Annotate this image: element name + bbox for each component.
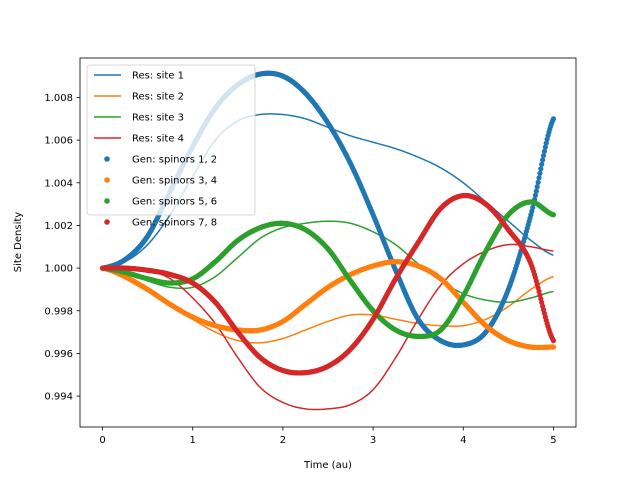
series-gen-spinors-3-4 [99, 259, 557, 351]
legend-box [86, 64, 256, 216]
legend-label: Gen: spinors 1, 2 [132, 155, 217, 166]
data-point [550, 212, 557, 218]
data-point [538, 166, 544, 172]
data-point [533, 188, 539, 194]
y-tick-label: 1.006 [44, 136, 73, 147]
data-point [532, 192, 539, 198]
axes-frame [79, 57, 577, 428]
x-tick-label: 1 [190, 435, 196, 446]
y-tick-label: 1.004 [44, 178, 73, 189]
legend-label: Res: site 4 [132, 134, 184, 145]
x-tick-label: 5 [550, 435, 556, 446]
legend-item-gen-spinors-3-4: Gen: spinors 3, 4 [104, 176, 217, 187]
y-tick-label: 1.008 [44, 93, 73, 104]
data-point [530, 204, 536, 211]
data-point [541, 148, 548, 154]
legend-label: Res: site 1 [132, 71, 184, 82]
x-tick-label: 2 [280, 435, 286, 446]
legend-dot-marker [104, 198, 110, 204]
legend: Res: site 1 Res: site 2 Res: site 3 Res: si… [86, 64, 256, 229]
legend-item-gen-spinors-7-8: Gen: spinors 7, 8 [104, 218, 217, 229]
data-point [550, 116, 557, 122]
data-point [539, 161, 545, 167]
legend-label: Gen: spinors 7, 8 [132, 218, 217, 229]
legend-item-gen-spinors-1-2: Gen: spinors 1, 2 [104, 155, 217, 166]
ticks-layer: 0 1 2 3 4 5 0.994 0.996 0.998 1.000 1.002 1.004 1.00… [44, 93, 556, 446]
data-point [537, 170, 543, 176]
legend-item-res-site-3: Res: site 3 [94, 113, 184, 124]
data-point [542, 144, 548, 150]
y-tick-label: 1.000 [44, 264, 73, 275]
data-point [550, 344, 557, 350]
data-point [535, 179, 541, 185]
data-point [550, 338, 557, 344]
x-tick-label: 0 [99, 435, 105, 446]
series-gen-spinors-5-6 [99, 199, 557, 339]
legend-label: Res: site 2 [132, 92, 184, 103]
data-point [540, 152, 547, 159]
x-tick-label: 4 [460, 435, 466, 446]
legend-label: Gen: spinors 5, 6 [132, 197, 217, 208]
legend-label: Res: site 3 [132, 113, 184, 124]
y-tick-label: 0.994 [44, 392, 73, 403]
series-res-site-3 [102, 220, 554, 304]
y-axis-label: Site Density [13, 212, 24, 272]
legend-item-res-site-1: Res: site 1 [94, 71, 184, 82]
x-tick-label: 3 [370, 435, 376, 446]
data-point [540, 157, 546, 163]
legend-dot-marker [104, 177, 110, 183]
y-tick-label: 1.002 [44, 221, 73, 232]
series-line-res-site-3 [102, 220, 554, 304]
x-axis-label: Time (au) [303, 460, 352, 471]
legend-dot-marker [104, 219, 110, 225]
y-tick-label: 0.996 [44, 349, 73, 360]
data-point [534, 184, 540, 190]
data-point [536, 175, 542, 181]
legend-label: Gen: spinors 3, 4 [132, 176, 217, 187]
legend-dot-marker [104, 156, 110, 162]
axes-layer [79, 57, 577, 428]
series-gen-spinors-7-8 [99, 192, 557, 376]
legend-item-res-site-2: Res: site 2 [94, 92, 184, 103]
y-tick-label: 0.998 [44, 306, 73, 317]
legend-item-res-site-4: Res: site 4 [94, 134, 184, 145]
legend-item-gen-spinors-5-6: Gen: spinors 5, 6 [104, 197, 217, 208]
